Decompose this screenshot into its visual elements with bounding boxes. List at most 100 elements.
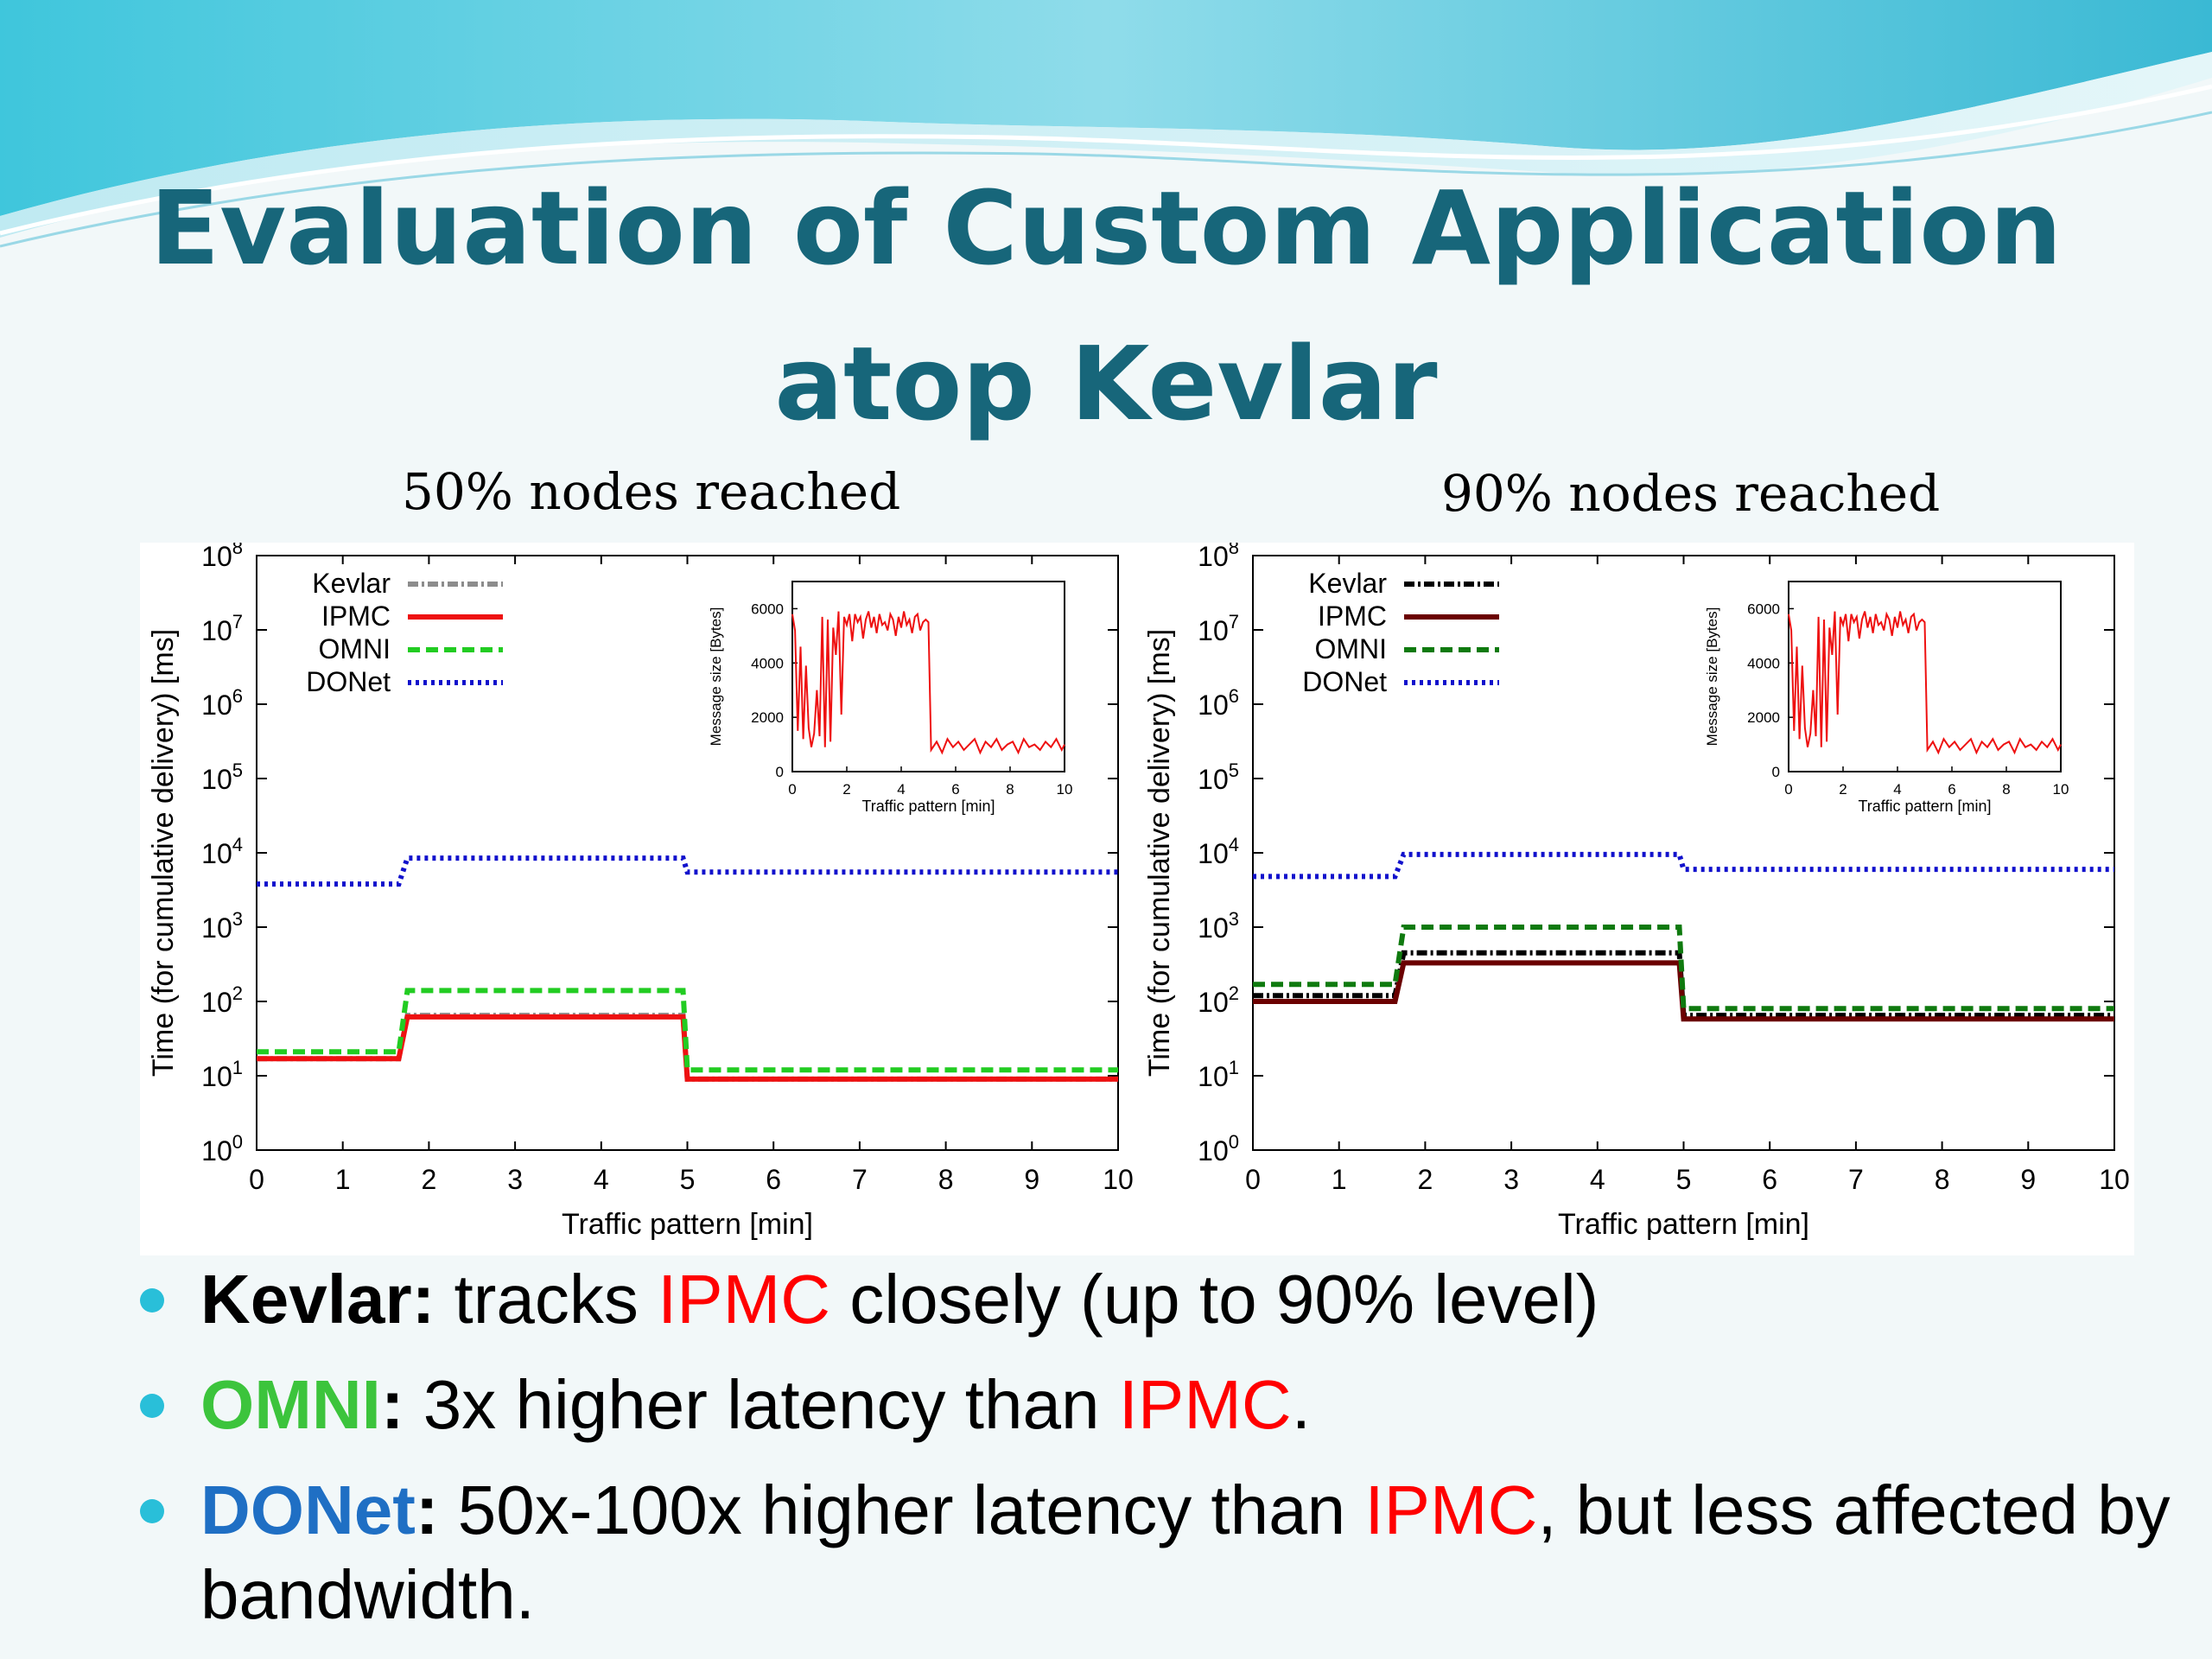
x-tick-label: 8	[1935, 1164, 1950, 1195]
x-tick-label: 0	[249, 1164, 264, 1195]
legend-label: OMNI	[1314, 633, 1387, 664]
inset-x-tick-label: 4	[1893, 781, 1901, 798]
bullet-list: Kevlar: tracks IPMC closely (up to 90% l…	[140, 1257, 2179, 1658]
y-tick-label: 103	[1198, 908, 1239, 944]
inset-y-tick-label: 6000	[751, 601, 784, 617]
inset-x-tick-label: 0	[788, 781, 796, 798]
legend-label: DONet	[306, 666, 391, 697]
inset-x-tick-label: 6	[951, 781, 959, 798]
y-tick-label: 104	[1198, 834, 1239, 869]
x-tick-label: 8	[938, 1164, 954, 1195]
x-tick-label: 5	[1676, 1164, 1692, 1195]
x-tick-label: 3	[1503, 1164, 1519, 1195]
inset-x-tick-label: 0	[1784, 781, 1792, 798]
inset-y-tick-label: 4000	[1747, 655, 1780, 671]
bullet-text: closely (up to 90% level)	[830, 1261, 1599, 1338]
y-tick-label: 107	[1198, 611, 1239, 646]
x-tick-label: 3	[507, 1164, 523, 1195]
inset-x-tick-label: 8	[1006, 781, 1014, 798]
series-line-omni	[257, 988, 1118, 1073]
bullet-text: .	[1291, 1366, 1311, 1443]
y-tick-label: 104	[201, 834, 243, 869]
inset-x-tick-label: 2	[1839, 781, 1847, 798]
bullet-dot-icon	[140, 1499, 164, 1523]
series-line-ipmc	[1253, 960, 2114, 1022]
ipmc-highlight: IPMC	[1118, 1366, 1292, 1443]
series-line-ipmc	[257, 1014, 1118, 1082]
bullet-text: 50x-100x higher latency than	[438, 1471, 1365, 1548]
chart-caption-right: 90% nodes reached	[1441, 464, 1941, 523]
x-tick-label: 0	[1245, 1164, 1261, 1195]
y-tick-label: 100	[1198, 1131, 1239, 1166]
x-tick-label: 9	[1024, 1164, 1039, 1195]
inset-y-tick-label: 0	[776, 764, 784, 780]
legend-label: IPMC	[321, 601, 391, 632]
inset-y-axis-title: Message size [Bytes]	[1704, 607, 1720, 747]
x-tick-label: 1	[1332, 1164, 1347, 1195]
x-tick-label: 2	[422, 1164, 437, 1195]
x-tick-label: 4	[594, 1164, 609, 1195]
inset-x-axis-title: Traffic pattern [min]	[1858, 798, 1991, 815]
y-tick-label: 100	[201, 1131, 243, 1166]
bullet-text: tracks	[435, 1261, 658, 1338]
x-tick-label: 10	[2099, 1164, 2130, 1195]
y-tick-label: 107	[201, 611, 243, 646]
y-tick-label: 105	[1198, 760, 1239, 795]
inset-frame	[791, 581, 1065, 772]
x-tick-label: 7	[852, 1164, 868, 1195]
legend-label: Kevlar	[1308, 568, 1387, 599]
legend-label: Kevlar	[312, 568, 391, 599]
inset-x-tick-label: 8	[2002, 781, 2010, 798]
bullet-label: OMNI	[200, 1366, 381, 1443]
bullet-colon: :	[415, 1471, 439, 1548]
slide-title-line1: Evaluation of Custom Application	[149, 168, 2063, 288]
slide-title-line2: atop Kevlar	[774, 324, 1438, 443]
inset-y-axis-title: Message size [Bytes]	[708, 607, 724, 747]
x-axis-title: Traffic pattern [min]	[1558, 1208, 1809, 1241]
bullet-omni: OMNI: 3x higher latency than IPMC.	[140, 1363, 2179, 1447]
bullet-dot-icon	[140, 1288, 164, 1313]
x-tick-label: 6	[766, 1164, 781, 1195]
inset-y-tick-label: 0	[1772, 764, 1780, 780]
y-tick-label: 108	[1198, 543, 1239, 572]
inset-x-tick-label: 6	[1948, 781, 1955, 798]
inset-y-tick-label: 4000	[751, 655, 784, 671]
chart-caption-left: 50% nodes reached	[402, 462, 901, 521]
inset-frame	[1788, 581, 2062, 772]
x-axis-title: Traffic pattern [min]	[562, 1208, 813, 1241]
x-tick-label: 2	[1418, 1164, 1433, 1195]
x-tick-label: 7	[1848, 1164, 1864, 1195]
bullet-dot-icon	[140, 1394, 164, 1418]
y-tick-label: 102	[201, 982, 243, 1018]
legend-label: OMNI	[318, 633, 391, 664]
bullet-donet: DONet: 50x-100x higher latency than IPMC…	[140, 1468, 2179, 1637]
bullet-colon: :	[411, 1261, 435, 1338]
bullet-text: 3x higher latency than	[404, 1366, 1119, 1443]
y-tick-label: 102	[1198, 982, 1239, 1018]
x-tick-label: 6	[1762, 1164, 1777, 1195]
ipmc-highlight: IPMC	[1364, 1471, 1538, 1548]
series-line-omni	[1253, 925, 2114, 1012]
inset-y-tick-label: 6000	[1747, 601, 1780, 617]
inset-x-tick-label: 4	[897, 781, 905, 798]
series-line-donet	[257, 855, 1118, 887]
bullet-label: DONet	[200, 1471, 416, 1548]
legend-label: DONet	[1302, 666, 1387, 697]
inset-x-tick-label: 2	[842, 781, 850, 798]
bullet-kevlar: Kevlar: tracks IPMC closely (up to 90% l…	[140, 1257, 2179, 1342]
inset-series-line	[791, 611, 1065, 755]
x-tick-label: 10	[1103, 1164, 1134, 1195]
header-wave-decoration	[0, 0, 2212, 248]
series-line-donet	[1253, 851, 2114, 880]
series-line-kevlar	[1253, 950, 2114, 1019]
y-tick-label: 106	[1198, 685, 1239, 721]
inset-y-tick-label: 2000	[1747, 709, 1780, 726]
bullet-label: Kevlar	[200, 1261, 412, 1338]
y-tick-label: 108	[201, 543, 243, 572]
y-tick-label: 101	[1198, 1057, 1239, 1092]
x-tick-label: 4	[1590, 1164, 1605, 1195]
inset-series-line	[1788, 611, 2062, 755]
bullet-text: , but less affected by bandwidth.	[200, 1471, 2171, 1633]
x-tick-label: 5	[680, 1164, 696, 1195]
bullet-colon: :	[380, 1366, 404, 1443]
